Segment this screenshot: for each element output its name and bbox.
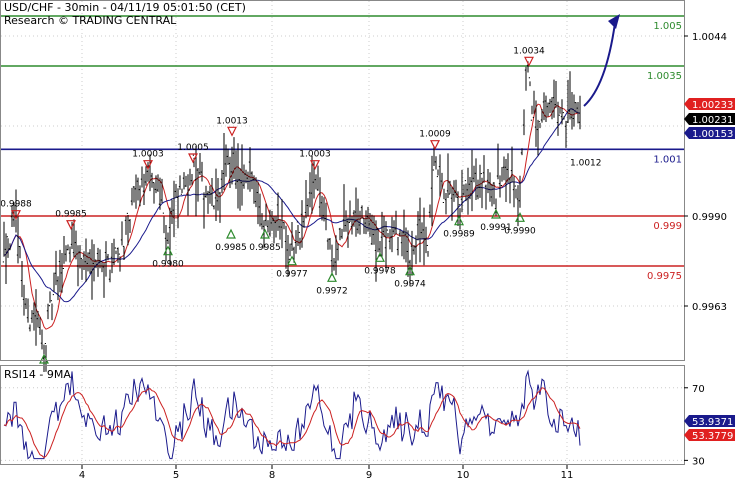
- rsi-box: [684, 429, 735, 441]
- rsi-grid: [1, 366, 684, 464]
- price-axis: 1.0044 0.9990 0.9963: [684, 32, 727, 313]
- price-box: [684, 98, 735, 110]
- price-bars: [2, 61, 581, 373]
- peak-label: 0.9985: [55, 210, 87, 220]
- peak-label: 1.0005: [177, 143, 209, 153]
- level-lines: 1.005 1.0035 1.001 0.999 0.9975: [1, 15, 684, 282]
- time-axis-label: 10: [457, 470, 470, 480]
- trough-label: 0.9974: [394, 280, 426, 290]
- peak-label: 1.0003: [132, 150, 164, 160]
- level-label: 0.999: [653, 221, 682, 232]
- peak-marker-icon: [11, 210, 21, 221]
- level-label: 1.005: [653, 21, 682, 32]
- main-panel-frame: [0, 0, 685, 361]
- peak-label: 0.9988: [0, 200, 32, 210]
- price-box-label: 1.00233: [692, 100, 733, 111]
- price-box-label: 1.00231: [692, 115, 733, 126]
- time-axis-label: 4: [79, 470, 85, 480]
- rsi-lines: [3, 369, 581, 460]
- level-label: 0.9975: [647, 271, 682, 282]
- forecast-arrow-head-icon: [608, 14, 620, 29]
- trough-label: 0.9980: [152, 260, 184, 270]
- time-axis-label: 8: [269, 470, 275, 480]
- rsi-box-label: 53.3779: [692, 431, 733, 442]
- time-axis: 4 5 8 9 10 11: [79, 465, 574, 480]
- rsi-ma-line: [3, 387, 581, 459]
- rsi-panel-frame: [0, 365, 685, 465]
- rsi-axis: 70 30 53.9371 53.3779: [684, 384, 735, 467]
- trough-marker-icon: [226, 228, 236, 239]
- annotation-label: 1.0012: [570, 159, 602, 169]
- level-label: 1.0035: [647, 71, 682, 82]
- peak-label: 1.0009: [419, 130, 451, 140]
- trough-label: 0.9989: [443, 230, 475, 240]
- trough-label: 0.9985: [215, 243, 247, 253]
- forecast-arrow-line: [583, 22, 616, 107]
- level-label: 1.001: [653, 154, 682, 165]
- trough-label: 0.9977: [276, 270, 308, 280]
- trough-label: 0.9985: [249, 243, 281, 253]
- trough-marker-icon: [287, 255, 297, 266]
- trough-marker-icon: [260, 228, 270, 239]
- main-grid: [1, 1, 684, 360]
- price-axis-label: 1.0044: [692, 32, 727, 43]
- price-axis-label: 0.9963: [692, 302, 727, 313]
- trough-marker-icon: [163, 245, 173, 256]
- peak-label: 1.0034: [513, 46, 545, 56]
- price-box: [684, 113, 735, 125]
- forecast-arrow: [583, 14, 620, 107]
- peak-marker-icon: [310, 160, 320, 171]
- time-axis-label: 11: [561, 470, 574, 480]
- trough-label: 0.9978: [364, 266, 396, 276]
- trough-label: 0.9972: [316, 286, 348, 296]
- trough-marker-icon: [327, 271, 337, 282]
- price-box: [684, 127, 735, 139]
- peak-marker-icon: [524, 56, 534, 67]
- trough-marker-icon: [39, 353, 49, 364]
- peak-label: 1.0013: [216, 116, 248, 126]
- rsi-box-label: 53.9371: [692, 417, 733, 428]
- rsi-box: [684, 415, 735, 427]
- peak-marker-icon: [66, 220, 76, 231]
- rsi-line: [3, 369, 581, 460]
- peak-label: 1.0003: [299, 150, 331, 160]
- price-box-label: 1.00153: [692, 129, 733, 140]
- chart-title: USD/CHF - 30min - 04/11/19 05:01:50 (CET…: [4, 1, 246, 14]
- price-boxes: 1.00233 1.00231 1.00153: [684, 98, 735, 140]
- trough-marker-icon: [491, 208, 501, 219]
- trough-label: 0.9990: [504, 226, 536, 236]
- price-axis-label: 0.9990: [692, 212, 727, 223]
- peak-marker-icon: [143, 160, 153, 171]
- trough-marker-icon: [375, 251, 385, 262]
- rsi-axis-label: 30: [692, 456, 705, 467]
- time-axis-label: 9: [366, 470, 372, 480]
- trough-marker-icon: [405, 265, 415, 276]
- peak-marker-icon: [188, 153, 198, 164]
- trough-marker-icon: [454, 215, 464, 226]
- peak-marker-icon: [430, 140, 440, 151]
- trough-label: 0.9991: [480, 223, 512, 233]
- rsi-axis-label: 70: [692, 384, 705, 395]
- time-axis-label: 5: [173, 470, 179, 480]
- trough-marker-icon: [515, 211, 525, 222]
- peak-marker-icon: [227, 126, 237, 137]
- chart-subtitle: Research © TRADING CENTRAL: [4, 14, 177, 27]
- rsi-title: RSI14 - 9MA: [4, 368, 71, 381]
- pivot-markers: 0.9988 0.9985 1.0003 1.0005 1.0013 1.0003 1.00…: [0, 46, 602, 364]
